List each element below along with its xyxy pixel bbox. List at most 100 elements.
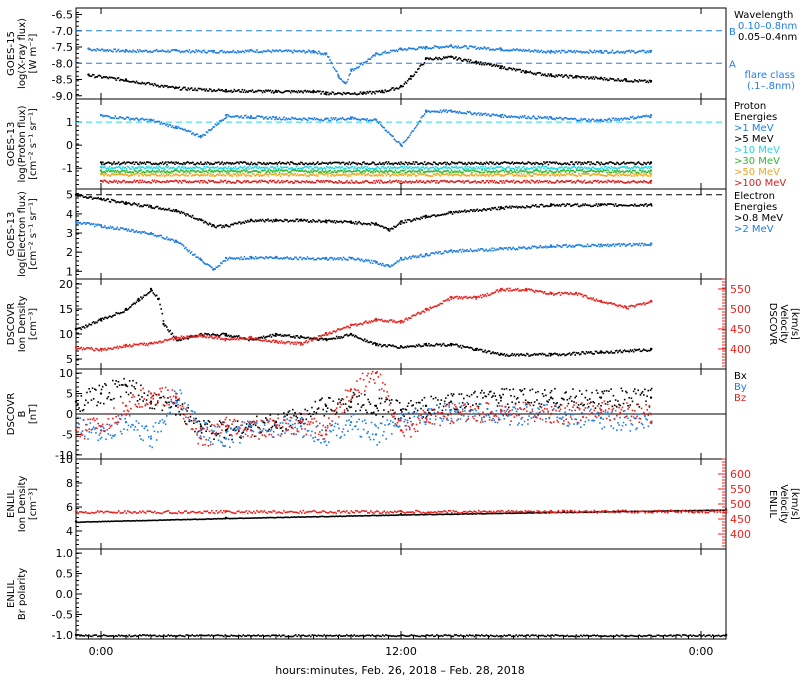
data-point [584,76,586,78]
data-point [219,265,221,267]
data-point [585,78,587,80]
data-point [360,91,362,93]
data-point [349,173,351,175]
data-point [246,221,248,223]
data-point [363,182,365,184]
data-point [213,89,215,91]
data-point [487,180,489,182]
data-point [593,119,595,121]
data-point [403,222,405,224]
data-point [478,47,480,49]
data-point [571,161,573,163]
data-point [452,213,454,215]
data-point [424,113,426,115]
data-point [331,257,333,259]
data-point [342,94,344,96]
data-point [176,180,178,182]
data-point [207,52,209,54]
y-axis-label: log(Electron flux) [17,191,28,277]
data-point [525,207,527,209]
data-point [165,238,167,240]
data-point [269,171,271,173]
data-point [173,209,175,211]
y-tick-label: 1 [66,265,73,278]
data-point [103,198,105,200]
data-point [530,162,532,164]
data-point [525,169,527,171]
data-point [127,230,129,232]
data-point [633,205,635,207]
data-point [386,175,388,177]
data-point [104,166,106,168]
data-point [238,163,240,165]
data-point [611,172,613,174]
data-point [204,90,206,92]
data-point [100,166,102,168]
data-point [236,175,238,177]
data-point [179,171,181,173]
data-point [480,166,482,168]
data-point [308,167,310,169]
data-point [138,166,140,168]
data-point [225,180,227,182]
data-point [290,171,292,173]
data-point [513,180,515,182]
data-point [479,173,481,175]
y-tick-label: 0 [66,139,73,152]
data-point [138,175,140,177]
data-point [309,50,311,52]
data-point [200,161,202,163]
data-point [381,181,383,183]
data-point [388,131,390,133]
data-point [333,172,335,174]
data-point [84,222,86,224]
data-point [153,85,155,87]
data-point [615,171,617,173]
data-point [245,171,247,173]
data-point [383,92,385,94]
data-point [495,207,497,209]
data-point [238,89,240,91]
data-point [436,180,438,182]
data-point [333,92,335,94]
data-point [617,118,619,120]
data-point [180,212,182,214]
data-point [254,221,256,223]
data-point [606,172,608,174]
data-point [515,172,517,174]
data-point [377,121,379,123]
data-point [330,93,332,95]
y-tick-label: 2 [66,246,73,259]
data-point [563,169,565,171]
data-point [401,166,403,168]
data-point [412,255,414,257]
data-point [334,220,336,222]
data-point [567,51,569,53]
data-point [205,162,207,164]
data-point [599,168,601,170]
data-point [277,164,279,166]
data-point [383,127,385,129]
data-point [255,51,257,53]
data-point [151,182,153,184]
data-point [408,136,410,138]
data-point [244,166,246,168]
data-point [148,206,150,208]
data-point [279,161,281,163]
y-axis-label: GOES-15 [6,31,17,76]
data-point [280,175,282,177]
data-point [435,182,437,184]
data-point [455,166,457,168]
data-point [228,172,230,174]
data-point [645,52,647,54]
data-point [502,182,504,184]
data-point [384,89,386,91]
data-point [544,73,546,75]
data-point [119,166,121,168]
data-point [315,182,317,184]
data-point [640,170,642,172]
data-point [187,214,189,216]
data-point [291,173,293,175]
data-point [434,253,436,255]
data-point [335,117,337,119]
